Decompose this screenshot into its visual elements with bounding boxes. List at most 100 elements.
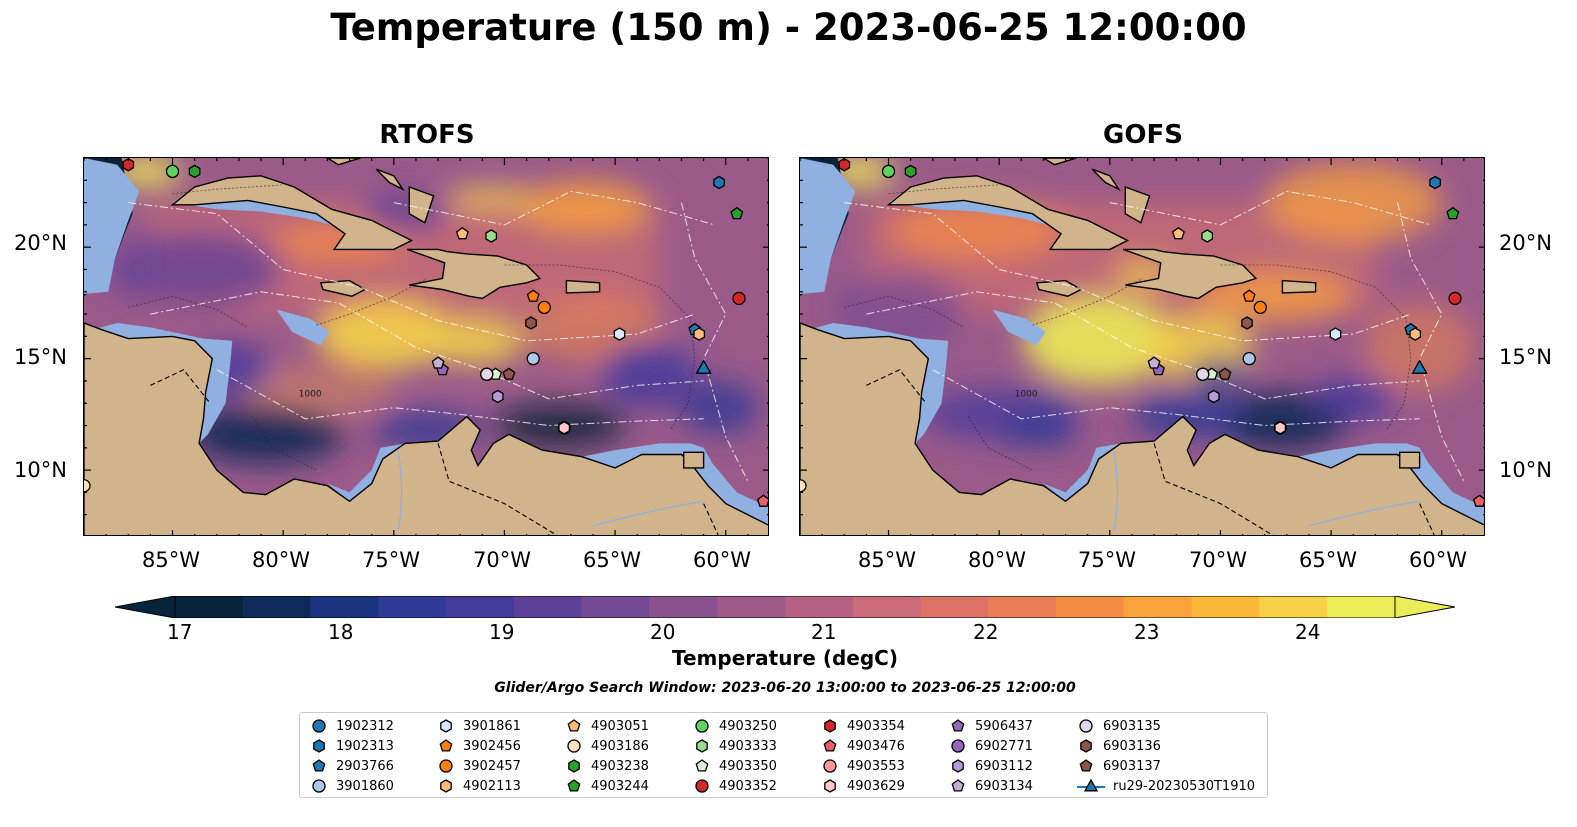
pentagon-marker-icon	[567, 719, 581, 732]
platform-marker-4903250	[881, 164, 896, 179]
pentagon-marker-icon	[695, 759, 709, 772]
land-mass	[408, 185, 435, 224]
colorbar-segment	[1056, 596, 1125, 618]
circle-marker-icon	[312, 779, 326, 793]
platform-marker-4903476	[756, 494, 768, 507]
legend-symbol	[439, 759, 453, 773]
platform-marker-4903186	[84, 479, 91, 493]
hexagon-marker-icon	[824, 719, 836, 733]
legend-label: 3901860	[336, 778, 394, 794]
map-gofs: 1000	[799, 157, 1485, 536]
legend-item-3901861: 3901861	[437, 716, 521, 736]
shelf-shallow	[800, 158, 856, 294]
legend-label: 4903354	[847, 718, 905, 734]
colorbar-segment	[310, 596, 379, 618]
legend-symbol	[951, 779, 965, 792]
triangle-marker-icon	[1077, 778, 1105, 792]
colorbar-segment	[649, 596, 718, 618]
legend-item-4903476: 4903476	[821, 736, 905, 756]
circle-marker-icon	[823, 759, 837, 773]
platform-marker-4903629	[558, 421, 571, 435]
legend-item-6903137: 6903137	[1077, 756, 1161, 776]
colorbar-tick-24: 24	[1295, 620, 1321, 644]
legend-label: 4903553	[847, 758, 905, 774]
platform-marker-6903136	[525, 316, 537, 330]
land-mass	[1042, 158, 1077, 166]
legend-label: 3902456	[463, 738, 521, 754]
eez-boundary	[216, 369, 704, 427]
land-mass	[1091, 168, 1121, 192]
legend-label: 1902313	[336, 738, 394, 754]
platform-marker-6903134	[1147, 356, 1161, 369]
legend-symbol	[695, 719, 709, 733]
legend-symbol	[951, 719, 965, 732]
platform-marker-4903354	[122, 158, 135, 172]
map-rtofs-svg: 1000	[84, 158, 768, 535]
legend-symbol	[1080, 739, 1092, 753]
shelf-shallow	[276, 309, 330, 346]
contour-label: 1000	[299, 390, 322, 400]
circle-marker-icon	[695, 719, 709, 733]
colorbar-tick-22: 22	[973, 620, 999, 644]
colorbar-segment	[1191, 596, 1260, 618]
land-mass	[319, 279, 367, 297]
lat-label-10n-right: 10°N	[1499, 458, 1552, 482]
colorbar-extend-low	[115, 596, 176, 618]
circle-marker-icon	[567, 739, 581, 753]
legend-item-4903629: 4903629	[821, 776, 905, 796]
land-mass	[886, 175, 1130, 251]
platform-marker-6903137	[1218, 367, 1232, 380]
map-gofs-svg: 1000	[800, 158, 1484, 535]
eez-boundary	[681, 202, 749, 482]
platform-marker-4903352	[732, 291, 746, 306]
colorbar-tick-18: 18	[328, 620, 354, 644]
colorbar-segment	[785, 596, 854, 618]
hexagon-marker-icon	[824, 779, 836, 793]
legend-label: 4903333	[719, 738, 777, 754]
platform-marker-4903238	[904, 164, 917, 179]
panel-title-gofs: GOFS	[1103, 120, 1183, 150]
legend-label: 6903136	[1103, 738, 1161, 754]
legend-item-6903112: 6903112	[949, 756, 1033, 776]
colorbar-tick-19: 19	[489, 620, 515, 644]
river	[1308, 500, 1420, 527]
platform-marker-6903112	[491, 389, 504, 404]
country-border	[150, 369, 719, 535]
colorbar-segment	[242, 596, 312, 618]
depth-contour	[504, 264, 696, 431]
platform-marker-3901860	[1242, 351, 1256, 366]
hexagon-marker-icon	[696, 739, 708, 753]
colorbar-tick-17: 17	[167, 620, 193, 644]
legend-symbol	[1079, 759, 1093, 772]
legend-label: ru29-20230530T1910	[1113, 778, 1256, 794]
platform-marker-3901861	[1329, 327, 1342, 341]
legend-symbol	[567, 719, 581, 732]
platform-marker-4903354	[838, 158, 851, 172]
legend-item-1902312: 1902312	[310, 716, 394, 736]
legend-label: 4903250	[719, 718, 777, 734]
platform-marker-6903136	[1241, 316, 1253, 330]
contour-label: 1000	[1015, 390, 1038, 400]
shelf-shallow	[84, 158, 140, 294]
pentagon-marker-icon	[823, 739, 837, 752]
legend-symbol	[823, 759, 837, 773]
eez-boundary	[150, 291, 704, 400]
lon-label-85w-right: 85°W	[858, 548, 916, 572]
eez-boundary	[128, 202, 695, 342]
colorbar-segment	[581, 596, 650, 618]
depth-contour	[888, 184, 1000, 195]
legend-item-3902456: 3902456	[437, 736, 521, 756]
platform-marker-4903352	[1448, 291, 1462, 306]
colorbar-frame	[174, 596, 1396, 618]
legend-label: 6903137	[1103, 758, 1161, 774]
legend-item-4903354: 4903354	[821, 716, 905, 736]
colorbar-segment	[446, 596, 515, 618]
legend-item-ru29-20230530T1910: ru29-20230530T1910	[1077, 776, 1255, 796]
depth-contour	[844, 295, 964, 328]
depth-contour	[316, 278, 428, 326]
platform-marker-3902457	[537, 300, 551, 315]
legend-symbol	[695, 759, 709, 772]
legend-label: 4903238	[591, 758, 649, 774]
platform-marker-4902113	[1409, 327, 1422, 341]
legend-item-2903766: 2903766	[310, 756, 394, 776]
